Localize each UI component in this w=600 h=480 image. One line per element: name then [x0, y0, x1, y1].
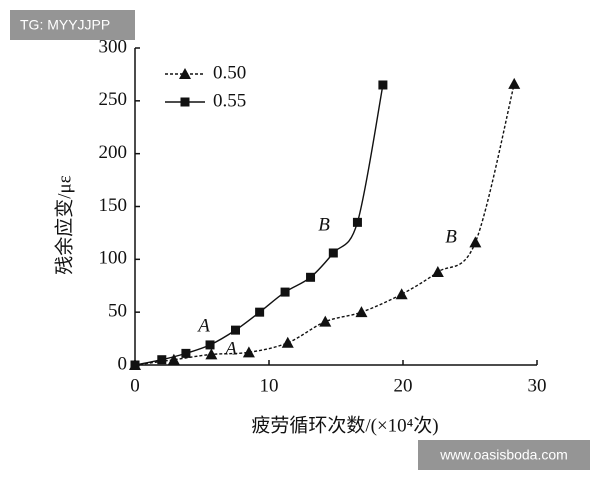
square-marker	[181, 348, 191, 358]
y-tick-label: 250	[99, 89, 128, 110]
annotation: A	[223, 338, 237, 359]
square-marker	[205, 340, 215, 350]
annotation: A	[196, 315, 210, 336]
square-marker	[378, 80, 388, 90]
x-tick-label: 20	[394, 375, 413, 396]
square-marker	[130, 360, 140, 370]
square-marker	[157, 355, 167, 365]
triangle-marker	[167, 353, 180, 365]
annotation: B	[445, 226, 457, 247]
triangle-marker	[242, 346, 255, 358]
watermark-box	[418, 440, 590, 470]
legend-label: 0.50	[213, 62, 246, 83]
triangle-marker	[395, 288, 408, 300]
legend-label: 0.55	[213, 90, 246, 111]
y-tick-label: 300	[99, 36, 128, 57]
square-marker	[280, 287, 290, 297]
triangle-marker	[179, 68, 191, 79]
y-tick-label: 50	[108, 301, 127, 322]
square-marker	[180, 97, 190, 107]
y-tick-label: 200	[99, 142, 128, 163]
triangle-marker	[355, 306, 368, 318]
square-marker	[231, 325, 240, 335]
watermark: www.oasisboda.com	[439, 447, 568, 463]
x-tick-label: 30	[528, 375, 547, 396]
y-tick-label: 100	[99, 248, 128, 269]
watermark: TG: MYYJJPP	[20, 17, 110, 33]
square-marker	[255, 307, 265, 317]
square-marker	[352, 217, 362, 227]
y-axis-label: 残余应变/με	[53, 175, 75, 274]
triangle-marker	[431, 266, 444, 278]
x-tick-label: 0	[130, 375, 140, 396]
x-axis-label: 疲劳循环次数/(×10⁴次)	[251, 414, 438, 436]
triangle-marker	[508, 77, 521, 89]
y-tick-label: 150	[99, 195, 128, 216]
triangle-marker	[205, 348, 218, 360]
square-marker	[306, 272, 316, 282]
y-tick-label: 0	[118, 353, 128, 374]
x-tick-label: 10	[260, 375, 279, 396]
annotation: B	[318, 214, 330, 235]
triangle-marker	[281, 336, 294, 348]
fit-curve	[134, 83, 515, 366]
watermark-box	[10, 10, 135, 40]
triangle-marker	[469, 236, 482, 248]
triangle-marker	[319, 315, 332, 327]
square-marker	[328, 248, 338, 258]
